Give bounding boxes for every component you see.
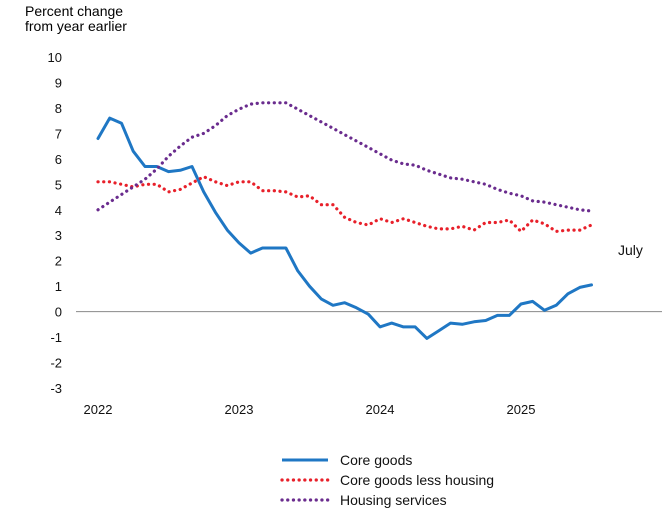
y-tick-label: 7 — [55, 126, 62, 141]
series-line-2 — [96, 174, 594, 234]
y-tick-label: 5 — [55, 177, 62, 192]
y-tick-label: -1 — [50, 330, 62, 345]
series-line-3 — [96, 101, 594, 213]
y-tick-label: 1 — [55, 279, 62, 294]
y-tick-label: -3 — [50, 381, 62, 396]
series-lines — [96, 101, 594, 340]
y-tick-label: 2 — [55, 254, 62, 269]
x-tick-label: 2023 — [225, 402, 254, 417]
y-tick-label: -2 — [50, 356, 62, 371]
y-tick-label: 8 — [55, 101, 62, 116]
legend-label-3: Housing services — [340, 492, 447, 508]
y-tick-label: 9 — [55, 75, 62, 90]
y-tick-label: 10 — [48, 50, 62, 65]
legend-label-2: Core goods less housing — [340, 472, 494, 488]
y-axis-label-line-1: Percent change — [25, 3, 123, 19]
x-tick-label: 2022 — [84, 402, 113, 417]
legend: Core goods Core goods less housing Housing… — [280, 452, 494, 508]
y-axis-label-line-2: from year earlier — [25, 18, 127, 34]
y-tick-label: 6 — [55, 152, 62, 167]
legend-label-1: Core goods — [340, 452, 412, 468]
x-axis-ticks: 2022 2023 2024 2025 — [84, 402, 536, 417]
y-tick-label: 0 — [55, 305, 62, 320]
y-tick-label: 3 — [55, 228, 62, 243]
x-tick-label: 2025 — [507, 402, 536, 417]
x-tick-label: 2024 — [366, 402, 395, 417]
y-tick-label: 4 — [55, 203, 62, 218]
july-annotation: July — [618, 242, 643, 258]
series-line-1 — [96, 116, 593, 340]
